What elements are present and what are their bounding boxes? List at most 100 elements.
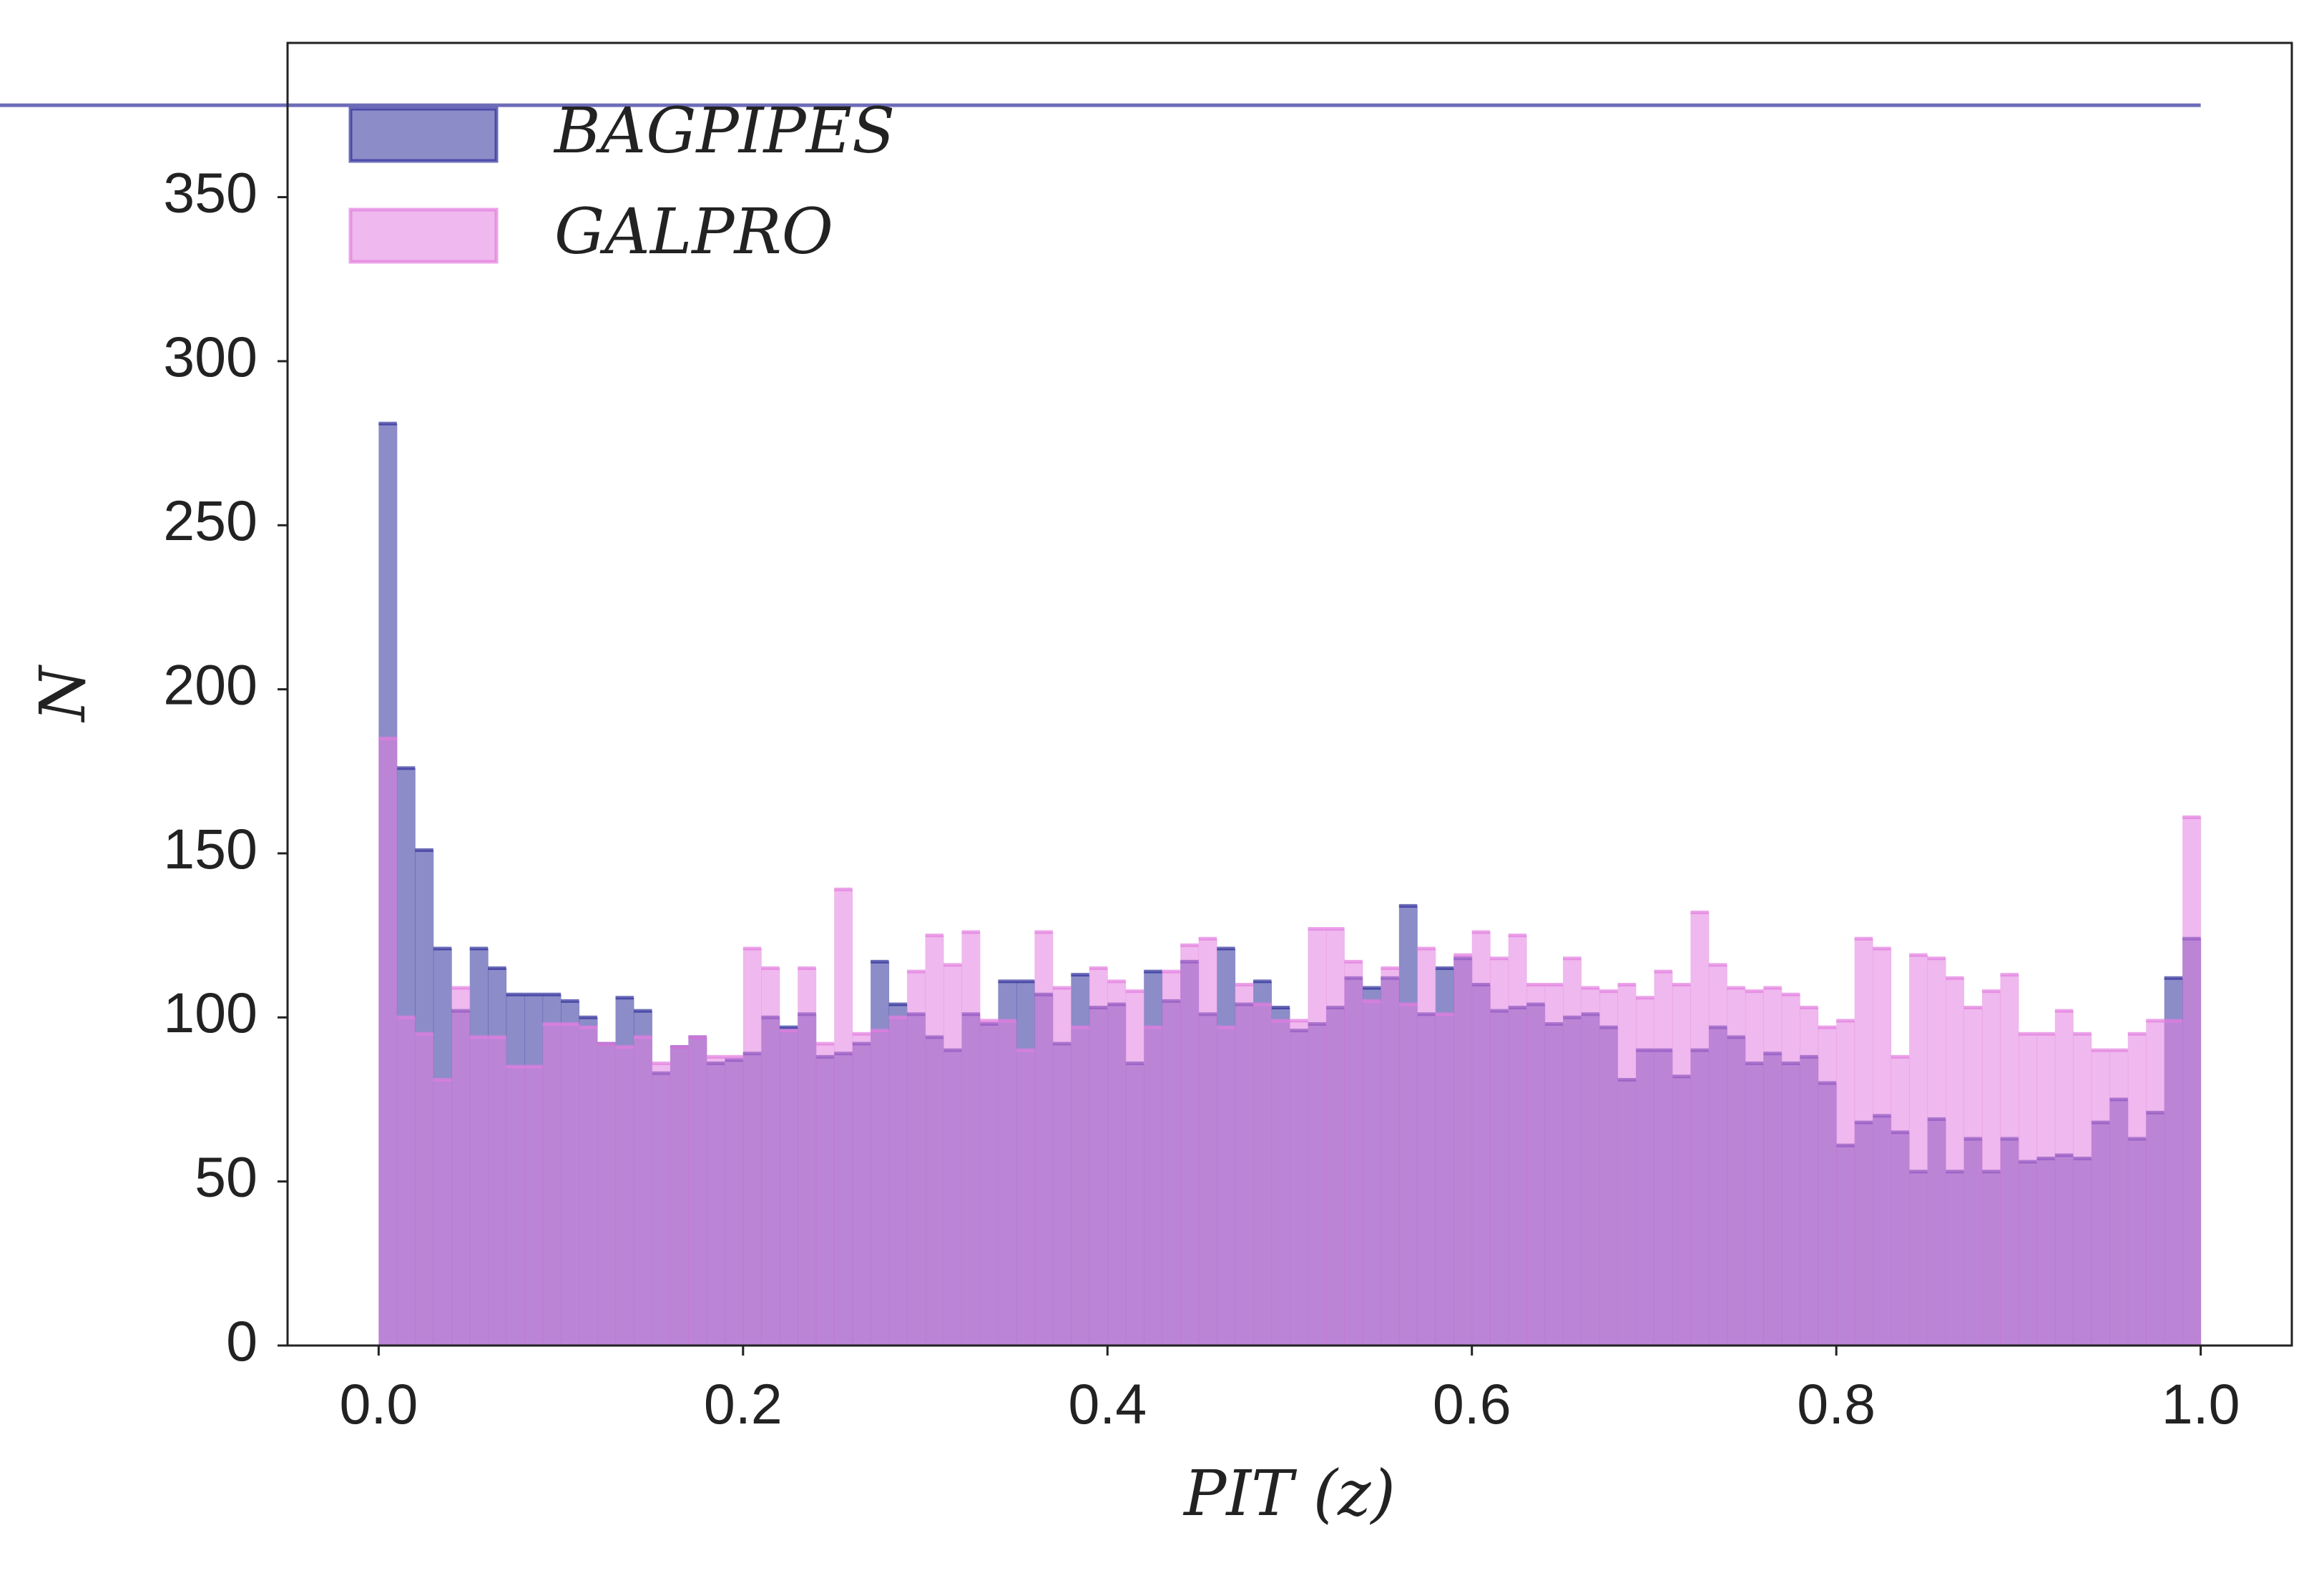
bar: [1089, 968, 1108, 1346]
bar: [779, 1030, 798, 1346]
bar: [1125, 991, 1144, 1346]
bar: [907, 971, 926, 1346]
bar: [670, 1047, 689, 1346]
bar: [2091, 1050, 2110, 1346]
bar: [761, 968, 780, 1346]
legend-label: BAGPIPES: [553, 94, 895, 167]
bar: [2164, 1020, 2183, 1346]
bar: [1745, 991, 1764, 1346]
y-tick-label: 350: [163, 160, 258, 224]
bar: [1034, 932, 1054, 1346]
bar: [706, 1057, 725, 1346]
bar: [524, 1067, 544, 1346]
bar: [1617, 984, 1637, 1346]
bar: [1854, 939, 1873, 1346]
bar: [1981, 991, 2001, 1346]
bar: [1107, 981, 1127, 1346]
bar: [2109, 1050, 2129, 1346]
bar: [1325, 928, 1345, 1346]
bar: [1490, 958, 1509, 1346]
x-tick-label: 0.0: [339, 1372, 418, 1436]
bar: [1016, 1050, 1035, 1346]
bar: [1763, 988, 1783, 1346]
bar: [1162, 971, 1181, 1346]
bar: [652, 1063, 671, 1346]
bar: [1508, 935, 1527, 1346]
bar: [1563, 958, 1582, 1346]
bar: [1217, 1027, 1236, 1346]
bar: [815, 1044, 835, 1346]
bar: [1672, 984, 1691, 1346]
y-tick-label: 250: [163, 489, 258, 552]
bar: [1818, 1027, 1837, 1346]
bar: [451, 988, 471, 1346]
bar: [488, 1037, 507, 1346]
bar: [1271, 1020, 1290, 1346]
bar: [961, 932, 981, 1346]
bar: [1963, 1007, 1983, 1346]
y-axis-label: N: [26, 665, 99, 723]
bar: [1635, 997, 1654, 1346]
bar: [1180, 945, 1200, 1346]
bar: [1362, 1001, 1381, 1346]
bar: [871, 1030, 890, 1346]
bar: [688, 1037, 707, 1346]
bar: [1308, 928, 1327, 1346]
bar: [1435, 1014, 1454, 1346]
legend-swatch: [348, 207, 499, 264]
bar: [2182, 817, 2202, 1346]
x-tick-label: 0.4: [1068, 1372, 1147, 1436]
bar: [579, 1027, 598, 1346]
bar: [1198, 939, 1217, 1346]
bar: [2146, 1020, 2165, 1346]
bar: [1599, 991, 1619, 1346]
bar: [1781, 994, 1800, 1346]
bar: [1235, 984, 1254, 1346]
bar: [798, 968, 817, 1346]
bar: [2018, 1034, 2037, 1346]
bar: [1344, 961, 1363, 1346]
bar: [615, 1047, 634, 1346]
bar: [2073, 1034, 2092, 1346]
y-tick-label: 200: [163, 652, 258, 716]
bar: [1471, 932, 1491, 1346]
bar: [1581, 988, 1600, 1346]
y-tick-label: 50: [195, 1145, 258, 1209]
bar: [1727, 988, 1746, 1346]
bar: [1381, 968, 1400, 1346]
bar: [2000, 974, 2019, 1346]
bar: [1526, 984, 1546, 1346]
bar: [1290, 1020, 1308, 1346]
bar: [1891, 1057, 1910, 1346]
bar: [561, 1024, 580, 1346]
bar: [1690, 912, 1710, 1346]
bar: [1398, 1004, 1418, 1346]
bar: [852, 1034, 871, 1346]
plot-frame: [286, 41, 2293, 1347]
bar: [378, 738, 398, 1346]
legend-label: GALPRO: [554, 195, 833, 268]
bar: [1927, 958, 1946, 1346]
bar: [1544, 984, 1564, 1346]
bar: [1052, 988, 1072, 1346]
bar: [433, 1079, 452, 1346]
bar: [1800, 1007, 1819, 1346]
bar: [925, 935, 944, 1346]
bar: [396, 1017, 416, 1346]
bar: [1453, 955, 1473, 1346]
bar: [415, 1034, 434, 1346]
x-axis-label: PIT (z): [1182, 1456, 1396, 1530]
bar: [2054, 1011, 2074, 1346]
bar: [1909, 955, 1928, 1346]
bar: [998, 1020, 1017, 1346]
bar: [2036, 1034, 2056, 1346]
x-tick-label: 0.8: [1797, 1372, 1876, 1436]
y-tick-label: 0: [226, 1309, 258, 1373]
bar: [888, 1017, 908, 1346]
bar: [834, 889, 853, 1346]
legend-swatch: [348, 107, 499, 163]
x-tick-label: 0.6: [1433, 1372, 1511, 1436]
bar: [1873, 948, 1892, 1346]
bar: [1144, 1027, 1163, 1346]
